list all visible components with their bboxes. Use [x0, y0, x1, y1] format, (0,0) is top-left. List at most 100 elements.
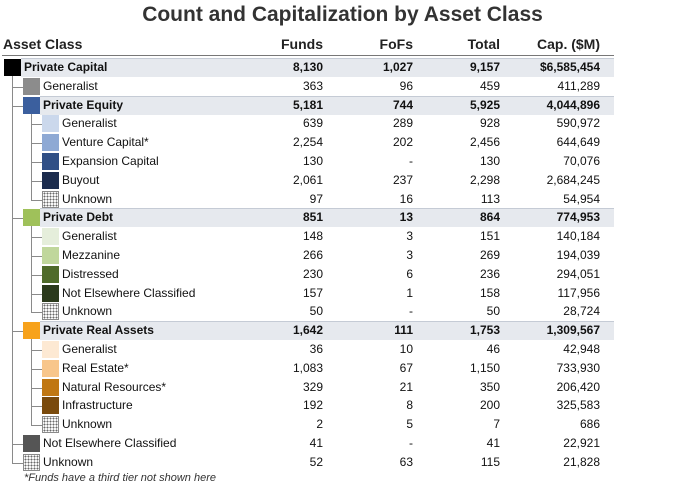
color-swatch	[42, 247, 59, 264]
table-row: Expansion Capital 130 - 130 70,076	[0, 152, 685, 171]
table-row: Distressed 230 6 236 294,051	[0, 265, 685, 284]
tree-connector	[12, 86, 23, 88]
tree-connector	[31, 180, 42, 182]
cell-cap: 140,184	[556, 229, 600, 244]
cell-cap: 733,930	[556, 360, 600, 375]
cell-fofs: 3	[406, 229, 413, 244]
table-row: Venture Capital* 2,254 202 2,456 644,649	[0, 133, 685, 152]
cell-total: 236	[479, 266, 500, 281]
cell-fofs: 96	[399, 78, 413, 93]
table-row: Private Equity 5,181 744 5,925 4,044,896	[0, 95, 685, 115]
cell-funds: 130	[302, 154, 323, 168]
cell-fofs: -	[409, 154, 413, 168]
cell-funds: 157	[302, 285, 323, 300]
cell-cap: 4,044,896	[546, 97, 600, 112]
color-swatch	[23, 322, 40, 340]
cell-fofs: 13	[399, 210, 413, 225]
cell-funds: 97	[309, 191, 323, 206]
cell-total: 928	[479, 116, 500, 131]
row-background	[59, 359, 614, 378]
row-background	[59, 246, 614, 265]
cell-fofs: 1	[406, 285, 413, 300]
row-label: Unknown	[62, 191, 113, 206]
row-label: Buyout	[62, 172, 100, 187]
cell-cap: 774,953	[556, 210, 600, 225]
cell-fofs: -	[409, 436, 413, 450]
cell-cap: 1,309,567	[546, 323, 600, 338]
table-row: Generalist 363 96 459 411,289	[0, 77, 685, 96]
row-label: Venture Capital*	[62, 135, 149, 150]
cell-funds: 5,181	[292, 97, 323, 112]
row-background	[40, 321, 614, 341]
cell-funds: 41	[309, 436, 323, 450]
cell-total: 41	[486, 436, 500, 450]
tree-connector	[31, 256, 42, 257]
cell-fofs: 67	[399, 360, 413, 375]
tree-connector	[31, 199, 42, 201]
cell-cap: 21,828	[563, 454, 600, 469]
column-header-funds: Funds	[281, 36, 323, 52]
row-background	[40, 208, 614, 228]
cell-cap: 70,076	[563, 154, 600, 168]
cell-fofs: -	[409, 304, 413, 319]
row-label: Infrastructure	[62, 398, 133, 413]
cell-funds: 230	[302, 266, 323, 281]
table-row: Buyout 2,061 237 2,298 2,684,245	[0, 171, 685, 190]
cell-total: 1,753	[469, 323, 500, 338]
cell-total: 2,456	[469, 135, 500, 150]
color-swatch	[42, 153, 59, 170]
cell-fofs: 63	[399, 454, 413, 469]
cell-fofs: 16	[399, 191, 413, 206]
row-label: Mezzanine	[62, 248, 121, 262]
cell-cap: 22,921	[563, 436, 600, 450]
color-swatch	[42, 341, 59, 358]
color-swatch	[42, 284, 59, 302]
tree-connector	[31, 350, 42, 351]
tree-connector	[12, 462, 23, 464]
cell-total: 7	[493, 417, 500, 432]
row-background	[59, 171, 614, 190]
color-swatch	[42, 378, 59, 396]
color-swatch	[42, 228, 59, 246]
row-label: Generalist	[62, 116, 117, 131]
cell-fofs: 5	[406, 417, 413, 432]
tree-connector	[31, 312, 42, 314]
tree-connector	[31, 339, 32, 427]
table-row: Generalist 148 3 151 140,184	[0, 227, 685, 246]
cell-funds: 639	[302, 116, 323, 131]
row-background	[59, 227, 614, 246]
cell-cap: 194,039	[556, 248, 600, 262]
cell-funds: 1,642	[292, 323, 323, 338]
footnote: *Funds have a third tier not shown here	[24, 472, 217, 484]
cell-total: 459	[479, 78, 500, 93]
cell-fofs: 237	[392, 172, 413, 187]
cell-total: 9,157	[469, 60, 500, 74]
cell-cap: 644,649	[556, 135, 600, 150]
cell-fofs: 1,027	[382, 60, 413, 74]
row-label: Distressed	[62, 266, 119, 281]
cell-total: 5,925	[469, 97, 500, 112]
cell-fofs: 6	[406, 266, 413, 281]
cell-funds: 1,083	[292, 360, 323, 375]
row-label: Private Equity	[43, 97, 124, 112]
color-swatch	[42, 265, 59, 283]
row-label: Generalist	[62, 229, 117, 244]
table-row: Not Elsewhere Classified 157 1 158 117,956	[0, 284, 685, 303]
table-row: Infrastructure 192 8 200 325,583	[0, 396, 685, 415]
color-swatch	[23, 435, 40, 452]
cell-funds: 329	[302, 379, 323, 394]
row-label: Natural Resources*	[62, 379, 167, 394]
tree-connector	[12, 105, 23, 107]
cell-cap: 42,948	[563, 342, 600, 356]
column-header-asset-class: Asset Class	[3, 36, 83, 52]
row-background	[21, 58, 614, 77]
cell-cap: 686	[579, 417, 600, 432]
row-label: Expansion Capital	[62, 154, 159, 168]
color-swatch	[42, 190, 59, 208]
cell-total: 2,298	[469, 172, 500, 187]
row-background	[59, 302, 614, 321]
cell-fofs: 289	[392, 116, 413, 131]
cell-total: 864	[479, 210, 500, 225]
table-row: Not Elsewhere Classified 41 - 41 22,921	[0, 434, 685, 453]
row-label: Unknown	[62, 304, 113, 319]
